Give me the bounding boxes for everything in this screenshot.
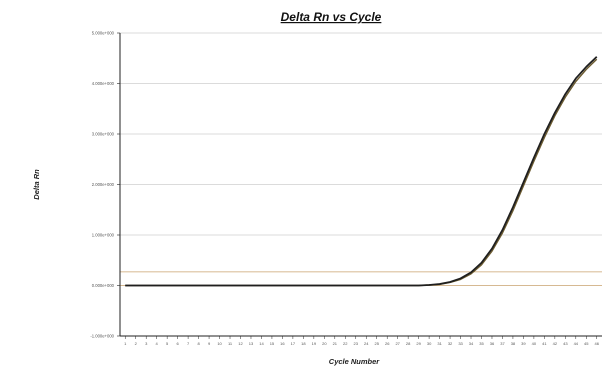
x-tick-label: 1	[124, 341, 127, 346]
x-tick-label: 3	[145, 341, 148, 346]
x-tick-label: 4	[156, 341, 159, 346]
x-tick-label: 25	[374, 341, 379, 346]
y-tick-label: 1.000e+000	[92, 233, 115, 238]
series-layer	[125, 56, 598, 287]
x-tick-label: 37	[500, 341, 505, 346]
x-tick-label: 31	[437, 341, 442, 346]
x-tick-label: 45	[584, 341, 589, 346]
x-tick-label: 22	[343, 341, 348, 346]
series-line-2	[125, 58, 598, 287]
chart-title: Delta Rn vs Cycle	[281, 10, 382, 24]
x-tick-label: 14	[259, 341, 264, 346]
x-tick-label: 17	[291, 341, 296, 346]
x-tick-label: 11	[228, 341, 233, 346]
x-tick-label: 46	[595, 341, 600, 346]
x-tick-label: 29	[416, 341, 421, 346]
x-axis-label: Cycle Number	[329, 357, 381, 366]
y-tick-label: 2.000e+000	[92, 182, 115, 187]
x-tick-label: 27	[395, 341, 400, 346]
series-line-1	[125, 56, 598, 287]
x-tick-label: 39	[521, 341, 526, 346]
x-tick-label: 6	[177, 341, 180, 346]
y-tick-label: 0.000e+000	[92, 283, 115, 288]
x-ticks: 1 2 3 4 5 6 7 8 9 10 11 12 13 14 15 16 17 18 19 20 21 22 23 24 2…	[124, 336, 600, 346]
y-tick-label: 3.000e+000	[92, 132, 115, 137]
x-tick-label: 13	[249, 341, 254, 346]
x-tick-label: 2	[135, 341, 138, 346]
y-tick-label: -1.000e+000	[90, 334, 114, 339]
x-tick-label: 30	[427, 341, 432, 346]
x-tick-label: 19	[312, 341, 317, 346]
y-axis-label: Delta Rn	[32, 169, 41, 200]
x-tick-label: 21	[333, 341, 338, 346]
x-tick-label: 12	[238, 341, 243, 346]
x-tick-label: 28	[406, 341, 411, 346]
x-tick-label: 20	[322, 341, 327, 346]
x-tick-label: 36	[490, 341, 495, 346]
x-tick-label: 18	[301, 341, 306, 346]
x-tick-label: 24	[364, 341, 369, 346]
x-tick-label: 10	[217, 341, 222, 346]
y-ticks: -1.000e+000 0.000e+000 1.000e+000 2.000e+00…	[90, 31, 120, 339]
x-tick-label: 15	[270, 341, 275, 346]
x-tick-label: 7	[187, 341, 190, 346]
x-tick-label: 33	[458, 341, 463, 346]
x-tick-label: 41	[542, 341, 547, 346]
y-tick-label: 5.000e+000	[92, 31, 115, 36]
x-tick-label: 42	[553, 341, 558, 346]
x-tick-label: 16	[280, 341, 285, 346]
x-tick-label: 9	[208, 341, 211, 346]
y-tick-label: 4.000e+000	[92, 81, 115, 86]
x-tick-label: 23	[354, 341, 359, 346]
x-tick-label: 40	[532, 341, 537, 346]
x-tick-label: 32	[448, 341, 453, 346]
grid-lines	[120, 32, 602, 286]
x-tick-label: 8	[197, 341, 200, 346]
x-tick-label: 44	[574, 341, 579, 346]
x-tick-label: 5	[166, 341, 169, 346]
x-tick-label: 43	[563, 341, 568, 346]
x-tick-label: 26	[385, 341, 390, 346]
x-tick-label: 35	[479, 341, 484, 346]
x-tick-label: 38	[511, 341, 516, 346]
x-tick-label: 34	[469, 341, 474, 346]
